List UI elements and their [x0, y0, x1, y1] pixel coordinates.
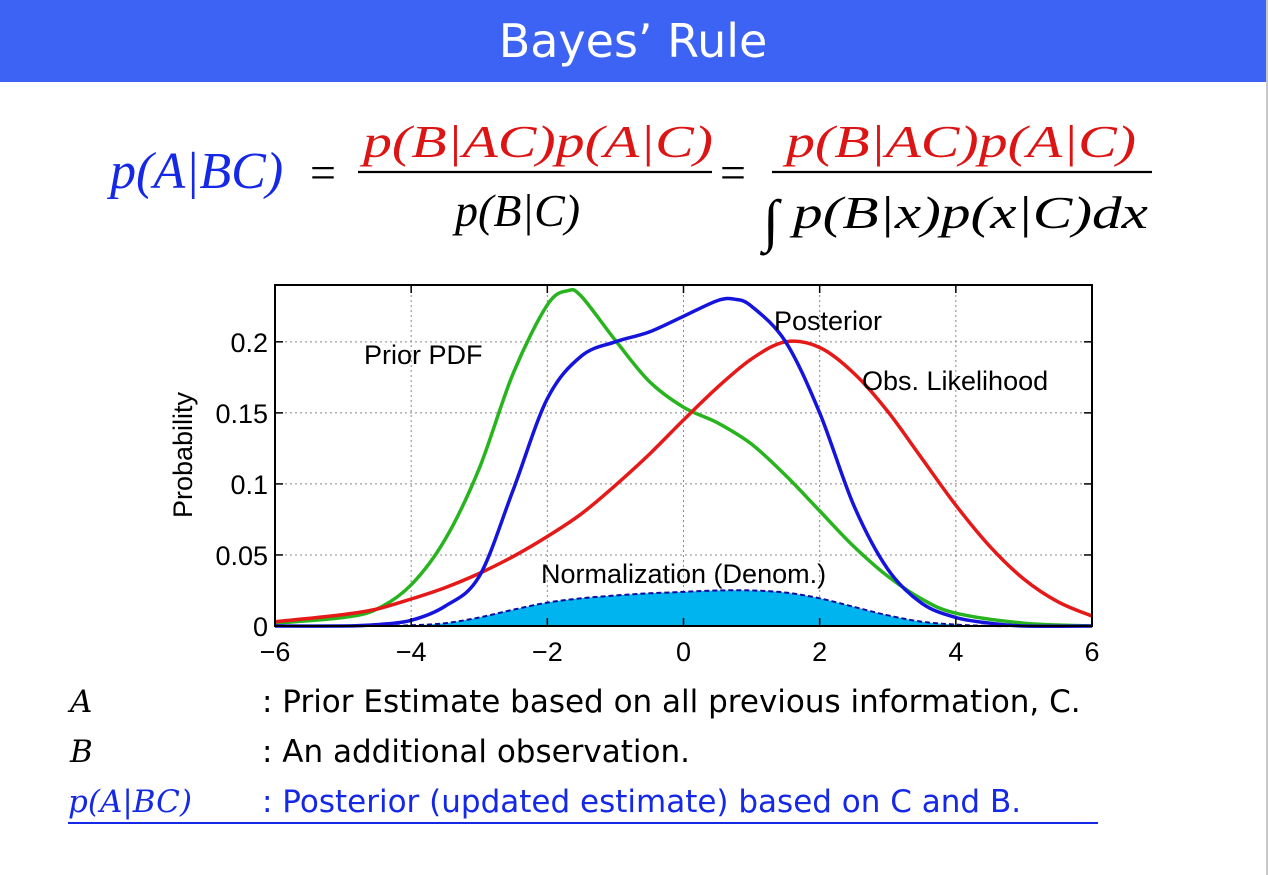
- x-tick-label-3: 0: [676, 637, 691, 667]
- y-tick-label-3: 0.15: [215, 399, 268, 429]
- formula-denominator-1: p(B|C): [452, 185, 580, 236]
- x-tick-label-6: 6: [1084, 637, 1099, 667]
- y-tick-label-2: 0.1: [230, 470, 268, 500]
- formula-denominator-2: p(B|x)p(x|C)dx: [789, 187, 1149, 238]
- y-tick-label-1: 0.05: [215, 541, 268, 571]
- definition-text-b: : An additional observation.: [262, 734, 691, 770]
- x-tick-label-5: 4: [948, 637, 963, 667]
- normalization-area: [275, 590, 1092, 627]
- annotation-posterior: Posterior: [774, 306, 882, 336]
- definition-underline: [68, 822, 1098, 824]
- formula-lhs: p(A|BC): [106, 143, 283, 200]
- chart-ticks: −6 −4 −2 0 2 4 6 0 0.05 0.1 0.15 0.2: [215, 285, 1100, 667]
- definition-symbol-a: A: [70, 684, 93, 720]
- formula-numerator-2: p(B|AC)p(A|C): [782, 116, 1136, 167]
- y-tick-label-0: 0: [253, 612, 268, 642]
- annotation-prior-pdf: Prior PDF: [364, 340, 483, 370]
- slide-title: Bayes’ Rule: [0, 0, 1266, 82]
- y-tick-label-4: 0.2: [230, 328, 268, 358]
- annotation-normalization: Normalization (Denom.): [541, 559, 826, 589]
- x-tick-label-4: 2: [812, 637, 827, 667]
- formula-numerator-1: p(B|AC)p(A|C): [359, 116, 713, 167]
- chart-grid: [275, 285, 1092, 626]
- definition-text-posterior: : Posterior (updated estimate) based on …: [262, 784, 1022, 820]
- annotation-obs-likelihood: Obs. Likelihood: [862, 366, 1048, 396]
- formula-equals-2: =: [720, 147, 746, 198]
- formula-integral-sign: ∫: [759, 188, 782, 256]
- likelihood-line: [274, 339, 1093, 624]
- x-tick-label-2: −2: [532, 637, 563, 667]
- normalization-edge: [275, 589, 1092, 628]
- definition-text-a: : Prior Estimate based on all previous i…: [262, 684, 1081, 720]
- definition-symbol-posterior: p(A|BC): [68, 784, 192, 820]
- right-edge-divider: [1266, 0, 1268, 875]
- formula-equals-1: =: [310, 147, 336, 198]
- x-tick-label-1: −4: [396, 637, 427, 667]
- posterior-line: [274, 296, 1093, 628]
- y-axis-label: Probability: [168, 391, 198, 518]
- definition-symbol-b: B: [70, 734, 93, 770]
- x-tick-label-0: −6: [260, 637, 291, 667]
